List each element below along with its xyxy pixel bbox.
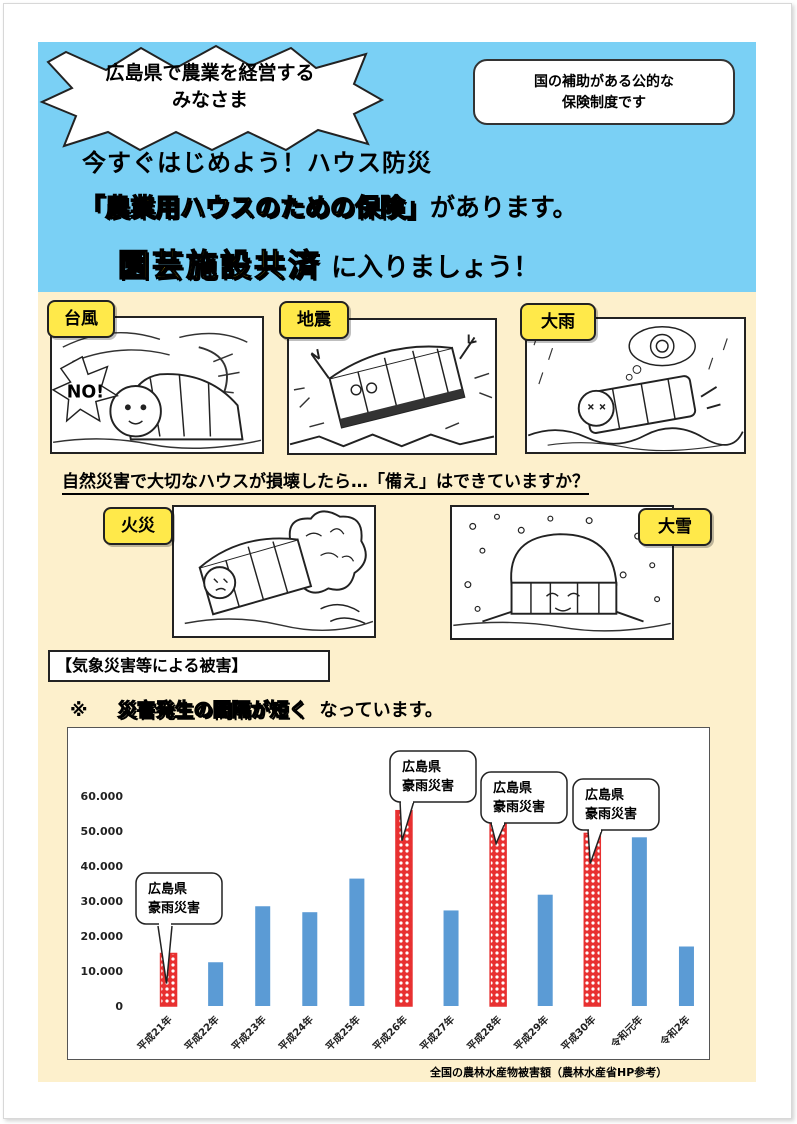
bar bbox=[349, 878, 365, 1006]
note-line-2: 保険制度です bbox=[562, 95, 646, 111]
fire-tag: 火災 bbox=[103, 507, 173, 545]
x-tick-label: 平成24年 bbox=[276, 1013, 316, 1053]
callout-pointer bbox=[587, 829, 603, 864]
chart-svg: 0 10.000 20.000 30.000 40.000 50.000 60.000 平成… bbox=[81, 750, 694, 1053]
headline-join: 園芸施設共済 に入りましょう！ bbox=[117, 240, 540, 285]
interval-suffix: なっています。 bbox=[319, 700, 443, 721]
typhoon-tag: 台風 bbox=[47, 300, 115, 338]
target-line-1: 広島県で農業を経営する bbox=[105, 62, 315, 84]
public-insurance-note: 国の補助がある公的な 保険制度です bbox=[473, 59, 735, 125]
damage-section-label: 【気象災害等による被害】 bbox=[48, 650, 330, 682]
x-tick-label: 平成29年 bbox=[511, 1013, 551, 1053]
callout-pointer bbox=[157, 925, 173, 984]
callout-box bbox=[572, 778, 660, 831]
fire-illustration bbox=[172, 505, 376, 638]
insurance-suffix: があります。 bbox=[430, 193, 578, 222]
interval-statement: ※ 災害発生の間隔が短く なっています。 bbox=[70, 695, 443, 722]
y-tick-label: 40.000 bbox=[81, 860, 124, 873]
heavy-rain-illustration bbox=[525, 317, 746, 454]
x-tick-label: 平成22年 bbox=[181, 1013, 221, 1053]
y-tick-label: 20.000 bbox=[81, 930, 124, 943]
callout-joint bbox=[159, 923, 171, 928]
earthquake-tag: 地震 bbox=[279, 301, 349, 339]
x-tick-label: 令和元年 bbox=[607, 1013, 645, 1051]
bar bbox=[255, 906, 271, 1006]
headline-start-now: 今すぐはじめよう！ハウス防災 bbox=[82, 149, 432, 177]
callout-line-1: 広島県 bbox=[493, 780, 532, 796]
bar-highlighted bbox=[395, 809, 413, 1007]
x-tick-label: 令和2年 bbox=[657, 1013, 693, 1049]
bar bbox=[631, 837, 647, 1006]
page-frame bbox=[3, 3, 792, 1119]
callout-box bbox=[480, 771, 568, 824]
y-tick-label: 50.000 bbox=[81, 825, 124, 838]
bar-highlighted bbox=[489, 812, 507, 1007]
callout-line-2: 豪雨災害 bbox=[148, 900, 200, 916]
heavy-snow-illustration bbox=[450, 505, 674, 640]
damage-bar-chart: 0 10.000 20.000 30.000 40.000 50.000 60.000 平成… bbox=[67, 727, 710, 1060]
bar bbox=[443, 910, 459, 1006]
insurance-name: 「農業用ハウスのための保険」 bbox=[79, 192, 431, 222]
x-tick-label: 平成30年 bbox=[558, 1013, 598, 1053]
callout-line-2: 豪雨災害 bbox=[585, 806, 637, 822]
bar bbox=[302, 912, 318, 1006]
callout-line-1: 広島県 bbox=[585, 787, 624, 803]
target-line-2: みなさま bbox=[171, 89, 248, 111]
preparedness-question: 自然災害で大切なハウスが損壊したら…「備え」はできていますか？ bbox=[62, 467, 589, 495]
earthquake-illustration bbox=[287, 318, 497, 455]
callout-pointer bbox=[399, 800, 415, 841]
y-tick-label: 10.000 bbox=[81, 965, 124, 978]
callout-pointer bbox=[490, 822, 506, 846]
x-tick-label: 平成26年 bbox=[370, 1013, 410, 1053]
typhoon-illustration: NO! bbox=[50, 316, 264, 454]
callout-joint bbox=[401, 798, 413, 803]
callout-line-2: 豪雨災害 bbox=[402, 778, 454, 794]
callout-line-1: 広島県 bbox=[148, 881, 187, 897]
starburst-shape bbox=[39, 44, 384, 152]
y-tick-label: 30.000 bbox=[81, 895, 124, 908]
callout-box bbox=[135, 872, 223, 925]
chart-source: 全国の農林水産物被害額（農林水産省HP参考） bbox=[430, 1066, 668, 1079]
y-tick-label: 60.000 bbox=[81, 790, 124, 803]
headline-insurance: 「農業用ハウスのための保険」があります。 bbox=[79, 188, 578, 224]
program-name: 園芸施設共済 bbox=[117, 247, 322, 284]
x-tick-label: 平成21年 bbox=[134, 1013, 174, 1053]
x-tick-label: 平成28年 bbox=[464, 1013, 504, 1053]
bar bbox=[678, 946, 694, 1006]
target-audience: 広島県で農業を経営する みなさま bbox=[60, 60, 360, 114]
callout-box bbox=[389, 750, 477, 803]
callout-joint bbox=[492, 820, 504, 825]
note-line-1: 国の補助がある公的な bbox=[534, 74, 674, 90]
x-tick-label: 平成23年 bbox=[229, 1013, 269, 1053]
x-tick-label: 平成25年 bbox=[323, 1013, 363, 1053]
callout-joint bbox=[589, 827, 601, 832]
bar bbox=[537, 894, 553, 1006]
callout-line-2: 豪雨災害 bbox=[493, 799, 545, 815]
x-tick-label: 平成27年 bbox=[417, 1013, 457, 1053]
interval-highlight: 災害発生の間隔が短く bbox=[117, 699, 308, 722]
typhoon-no-text: NO! bbox=[67, 383, 104, 403]
reference-mark: ※ bbox=[70, 700, 88, 721]
heavy-snow-tag: 大雪 bbox=[638, 508, 712, 546]
join-suffix: に入りましょう！ bbox=[331, 253, 540, 283]
bar bbox=[208, 962, 224, 1006]
y-tick-label: 0 bbox=[115, 1000, 123, 1013]
heavy-rain-tag: 大雨 bbox=[520, 303, 596, 341]
callout-line-1: 広島県 bbox=[402, 759, 441, 775]
